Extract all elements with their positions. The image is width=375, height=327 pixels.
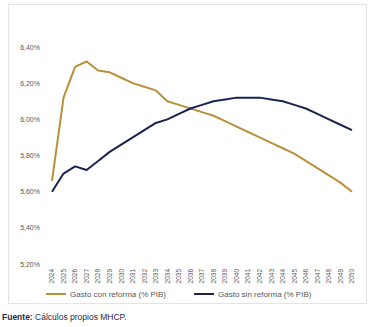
legend-swatch	[194, 293, 214, 295]
tick-mark	[178, 265, 179, 267]
x-tick-label: 2037	[198, 269, 205, 284]
tick-mark	[213, 265, 214, 267]
x-tick-label: 2033	[152, 269, 159, 284]
tick-mark	[49, 227, 51, 228]
x-tick-label: 2028	[94, 269, 101, 284]
tick-mark	[352, 265, 353, 267]
tick-mark	[49, 47, 51, 48]
chart: 5,20% 5,40% 5,60% 5,80% 6,00% 6,20% 6,40% 2024 2…	[0, 0, 375, 327]
legend-label: Gasto con reforma (% PIB)	[70, 290, 166, 299]
x-tick-label: 2036	[187, 269, 194, 284]
tick-mark	[317, 265, 318, 267]
tick-mark	[75, 265, 76, 267]
x-tick-label: 2049	[337, 269, 344, 284]
tick-mark	[49, 83, 51, 84]
x-tick-label: 2040	[233, 269, 240, 284]
x-tick-label: 2031	[129, 269, 136, 284]
legend-swatch	[46, 293, 66, 295]
tick-mark	[248, 265, 249, 267]
tick-mark	[190, 265, 191, 267]
tick-mark	[225, 265, 226, 267]
tick-mark	[49, 264, 51, 265]
x-tick-label: 2045	[291, 269, 298, 284]
tick-mark	[109, 265, 110, 267]
x-tick-label: 2050	[348, 269, 355, 284]
x-tick-label: 2046	[302, 269, 309, 284]
tick-mark	[98, 265, 99, 267]
tick-mark	[167, 265, 168, 267]
tick-mark	[202, 265, 203, 267]
y-tick-label: 5,60%	[20, 188, 40, 195]
series-line	[52, 61, 352, 191]
series-line	[52, 98, 352, 192]
x-tick-label: 2025	[60, 269, 67, 284]
tick-mark	[49, 191, 51, 192]
x-tick-label: 2026	[71, 269, 78, 284]
tick-mark	[63, 265, 64, 267]
tick-mark	[144, 265, 145, 267]
x-tick-label: 2041	[244, 269, 251, 284]
tick-mark	[294, 265, 295, 267]
tick-mark	[340, 265, 341, 267]
source-note: Fuente: Cálculos propios MHCP.	[2, 312, 127, 322]
tick-mark	[328, 265, 329, 267]
tick-mark	[49, 155, 51, 156]
x-tick-label: 2043	[268, 269, 275, 284]
tick-mark	[86, 265, 87, 267]
x-tick-label: 2027	[83, 269, 90, 284]
x-tick-label: 2038	[210, 269, 217, 284]
x-tick-label: 2047	[314, 269, 321, 284]
x-tick-label: 2039	[221, 269, 228, 284]
tick-mark	[236, 265, 237, 267]
x-tick-label: 2042	[256, 269, 263, 284]
x-tick-label: 2032	[141, 269, 148, 284]
y-tick-label: 5,40%	[20, 224, 40, 231]
y-tick-label: 5,20%	[20, 261, 40, 268]
tick-mark	[52, 265, 53, 267]
plot-area	[52, 61, 352, 191]
tick-mark	[305, 265, 306, 267]
x-tick-label: 2024	[48, 269, 55, 284]
x-tick-label: 2048	[325, 269, 332, 284]
y-tick-label: 5,80%	[20, 152, 40, 159]
y-tick-label: 6,40%	[20, 44, 40, 51]
y-tick-label: 6,20%	[20, 80, 40, 87]
tick-mark	[155, 265, 156, 267]
y-tick-label: 6,00%	[20, 116, 40, 123]
tick-mark	[282, 265, 283, 267]
tick-mark	[121, 265, 122, 267]
x-tick-label: 2044	[279, 269, 286, 284]
legend-label: Gasto sin reforma (% PIB)	[218, 290, 312, 299]
tick-mark	[259, 265, 260, 267]
x-tick-label: 2035	[175, 269, 182, 284]
x-tick-label: 2034	[164, 269, 171, 284]
x-tick-label: 2029	[106, 269, 113, 284]
chart-frame	[9, 5, 367, 304]
x-tick-label: 2030	[118, 269, 125, 284]
tick-mark	[271, 265, 272, 267]
tick-mark	[49, 119, 51, 120]
tick-mark	[132, 265, 133, 267]
